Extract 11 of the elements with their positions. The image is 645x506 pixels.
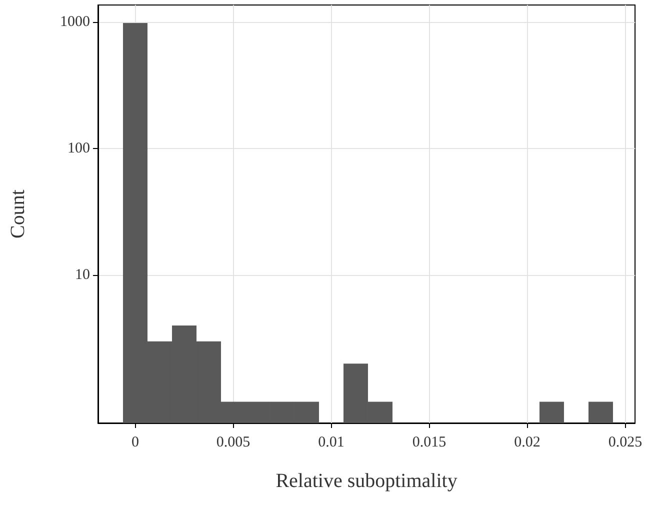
x-tick-label: 0.025 [608,434,642,450]
x-tick-label: 0.02 [514,434,540,450]
y-tick-label: 100 [68,140,90,157]
x-tick-label: 0.015 [412,434,446,450]
y-tick-label: 1000 [60,14,90,30]
x-tick-label: 0 [131,434,139,450]
x-tick-label: 0.005 [216,434,250,450]
y-tick-label: 10 [75,267,90,284]
x-axis-title: Relative suboptimality [276,470,458,492]
y-axis-title: Count [7,189,29,238]
x-tick-label: 0.01 [318,434,344,450]
